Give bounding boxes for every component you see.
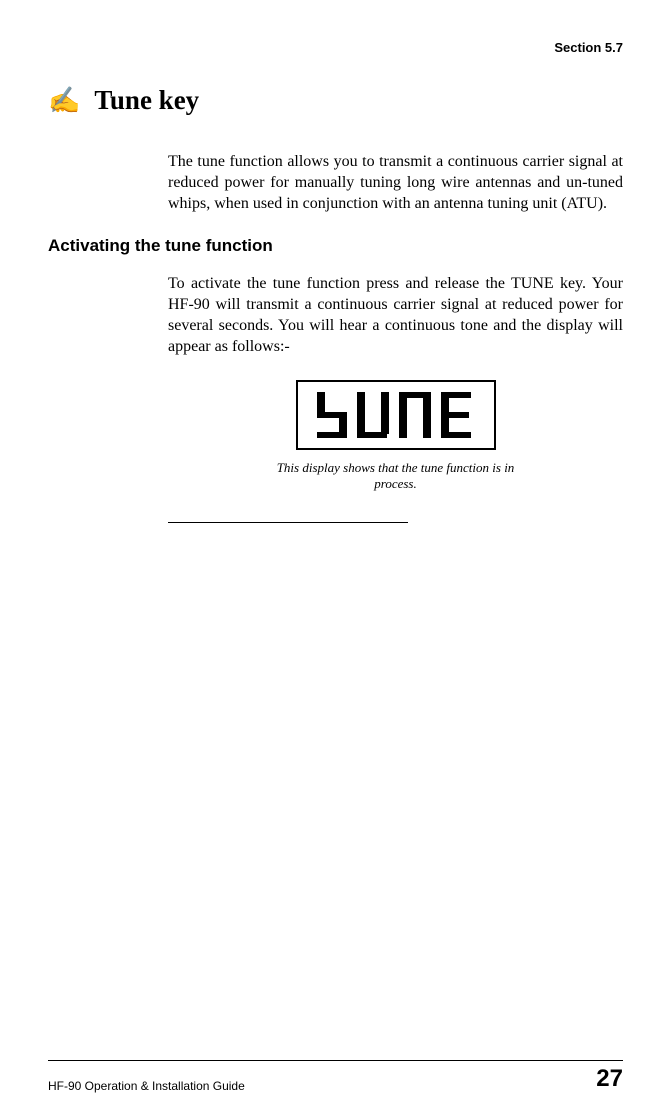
title-row: ✍ Tune key: [48, 85, 623, 116]
footer-line: HF-90 Operation & Installation Guide 27: [48, 1060, 623, 1093]
lcd-display-block: This display shows that the tune functio…: [168, 380, 623, 493]
section-divider: [168, 522, 408, 523]
section-header: Section 5.7: [48, 40, 623, 55]
page-title: Tune key: [94, 85, 199, 116]
footer-guide-title: HF-90 Operation & Installation Guide: [48, 1079, 245, 1093]
lcd-display: [296, 380, 496, 450]
activate-paragraph: To activate the tune function press and …: [168, 274, 623, 357]
lcd-caption: This display shows that the tune functio…: [266, 460, 526, 493]
footer-page-number: 27: [596, 1065, 623, 1093]
subheading-activating: Activating the tune function: [48, 236, 623, 256]
lcd-tune-icon: [311, 388, 481, 442]
footer: HF-90 Operation & Installation Guide 27: [48, 1060, 623, 1093]
hand-writing-icon: ✍: [48, 88, 80, 114]
intro-paragraph: The tune function allows you to transmit…: [168, 152, 623, 214]
